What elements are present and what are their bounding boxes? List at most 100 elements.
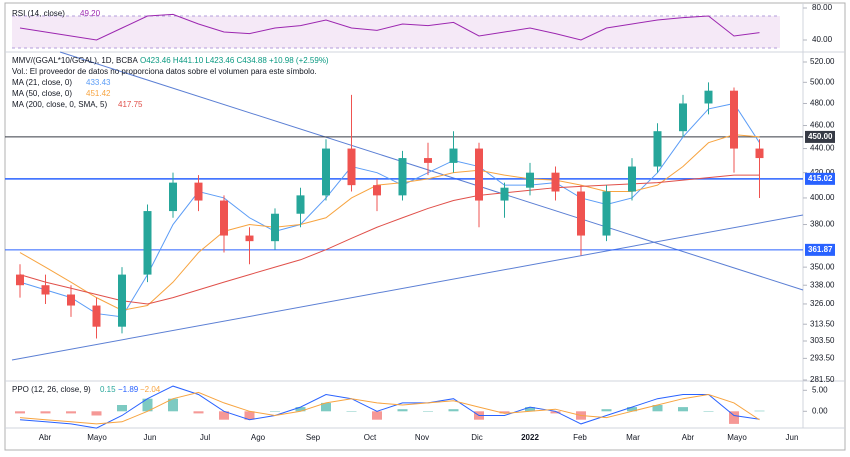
ma-name: MA (200, close, 0, SMA, 5) bbox=[12, 100, 107, 109]
x-tick-label: Dic bbox=[471, 433, 483, 442]
ppo-histogram-bar bbox=[295, 407, 306, 412]
ppo-histogram-bar bbox=[270, 411, 280, 412]
candle-body bbox=[475, 148, 483, 201]
y-tick-label: 80.00 bbox=[812, 3, 833, 12]
rsi-last: 49.20 bbox=[80, 9, 101, 18]
ppo-histogram-bar bbox=[117, 405, 127, 412]
x-tick-label: Mayo bbox=[727, 433, 747, 442]
x-tick-label: Feb bbox=[573, 433, 587, 442]
candle-body bbox=[347, 148, 356, 186]
ppo-histogram-bar bbox=[346, 411, 357, 412]
x-tick-label: Jun bbox=[144, 433, 157, 442]
candle-body bbox=[92, 305, 101, 327]
ma-name: MA (50, close, 0) bbox=[12, 89, 72, 98]
y-tick-label: 350.00 bbox=[810, 262, 835, 271]
rsi-band bbox=[12, 16, 780, 48]
ppo-histogram-bar bbox=[678, 407, 688, 412]
y-tick-label: 500.00 bbox=[810, 77, 835, 86]
moving-average bbox=[19, 174, 760, 305]
ppo-histogram-bar bbox=[627, 407, 637, 412]
y-tick-label: 5.00 bbox=[812, 385, 828, 394]
ppo-histogram-bar bbox=[219, 411, 229, 420]
y-tick-label: 440.00 bbox=[810, 144, 835, 153]
x-tick-label: Abr bbox=[39, 433, 52, 442]
moving-average bbox=[19, 134, 760, 311]
y-tick-label: 480.00 bbox=[810, 99, 835, 108]
x-tick-label: Ago bbox=[251, 433, 266, 442]
y-tick-label: 0.00 bbox=[812, 406, 828, 415]
ppo-histogram-bar bbox=[729, 411, 739, 424]
ma-last: 451.42 bbox=[86, 89, 111, 98]
ppo-histogram-bar bbox=[193, 411, 204, 414]
level-tag bbox=[805, 130, 835, 143]
candle-body bbox=[245, 235, 254, 242]
x-tick-label: Oct bbox=[364, 433, 377, 442]
candle-body bbox=[373, 185, 381, 196]
y-tick-label: 420.00 bbox=[810, 168, 835, 177]
y-tick-label: 303.50 bbox=[810, 336, 835, 345]
x-tick-label: Abr bbox=[682, 433, 695, 442]
candle-body bbox=[271, 213, 279, 242]
candle-body bbox=[628, 166, 636, 192]
candle-body bbox=[169, 182, 177, 212]
candle-body bbox=[398, 158, 407, 196]
y-tick-label: 460.00 bbox=[810, 121, 835, 130]
ppo-histogram-bar bbox=[550, 411, 561, 414]
symbol-title: MMV/(GGAL*10/GGAL), 1D, BCBA bbox=[12, 56, 138, 65]
moving-average bbox=[19, 102, 760, 318]
y-tick-label: 400.00 bbox=[810, 193, 835, 202]
candle-body bbox=[755, 148, 764, 159]
y-tick-label: 40.00 bbox=[812, 35, 833, 44]
level-tag bbox=[805, 172, 835, 185]
candle-body bbox=[577, 191, 585, 236]
ohlc: O423.46 H441.10 L423.46 C434.88 +10.98 (… bbox=[140, 56, 329, 65]
candle-body bbox=[194, 182, 203, 201]
trend-line bbox=[11, 214, 804, 361]
y-tick-label: 313.50 bbox=[810, 319, 835, 328]
legend: RSI (14, close) 49.20 MMV/(GGAL*10/GGAL)… bbox=[12, 9, 329, 394]
x-tick-label: Mayo bbox=[87, 433, 107, 442]
candle-body bbox=[500, 187, 509, 201]
ppo-histogram-bar bbox=[142, 398, 153, 412]
level-label: 361.87 bbox=[808, 245, 833, 254]
ppo-histogram-bar bbox=[66, 411, 76, 414]
candle-body bbox=[526, 172, 534, 188]
level-tag bbox=[805, 243, 835, 256]
ma-last: 433.43 bbox=[86, 78, 111, 87]
x-tick-label: Nov bbox=[415, 433, 429, 442]
candle-body bbox=[67, 294, 75, 306]
ppo-histogram-bar bbox=[168, 398, 178, 412]
x-tick-label: Mar bbox=[626, 433, 640, 442]
y-tick-label: 281.50 bbox=[810, 375, 835, 384]
candle-body bbox=[143, 211, 152, 275]
ppo-line bbox=[19, 385, 760, 429]
ma-last: 417.75 bbox=[118, 100, 143, 109]
ppo-hist-last: 0.15 bbox=[100, 385, 116, 394]
candle-body bbox=[679, 103, 687, 132]
candle-body bbox=[296, 195, 305, 214]
ppo-histogram-bar bbox=[372, 411, 382, 420]
candle-body bbox=[322, 148, 330, 196]
x-tick-label: 2022 bbox=[521, 433, 539, 442]
level-label: 450.00 bbox=[808, 132, 833, 141]
level-label: 415.02 bbox=[808, 174, 833, 183]
signal-last: −2.04 bbox=[140, 385, 161, 394]
ppo-histogram-bar bbox=[321, 402, 331, 412]
candle-body bbox=[449, 148, 458, 163]
x-tick-label: Sep bbox=[306, 433, 321, 442]
candle-body bbox=[118, 274, 126, 327]
ppo-last: −1.89 bbox=[118, 385, 139, 394]
ppo-histogram-bar bbox=[15, 411, 25, 414]
ppo-title: PPO (12, 26, close, 9) bbox=[12, 385, 91, 394]
ppo-line bbox=[19, 391, 760, 425]
ma-name: MA (21, close, 0) bbox=[12, 78, 72, 87]
candle-body bbox=[704, 90, 713, 104]
y-tick-label: 338.00 bbox=[810, 280, 835, 289]
ppo-histogram-bar bbox=[244, 411, 255, 420]
y-tick-label: 520.00 bbox=[810, 57, 835, 66]
ppo-histogram-bar bbox=[525, 407, 535, 412]
y-tick-label: 326.00 bbox=[810, 299, 835, 308]
ppo-histogram-bar bbox=[703, 411, 714, 412]
ppo-histogram-bar bbox=[499, 411, 510, 414]
x-tick-label: Jun bbox=[786, 433, 799, 442]
